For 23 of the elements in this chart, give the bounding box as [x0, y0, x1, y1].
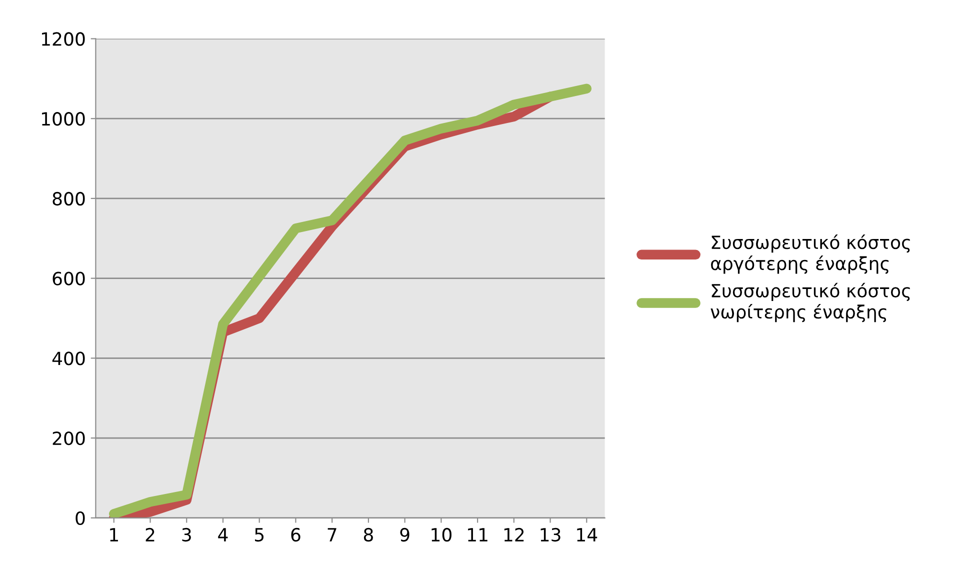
x-tick-label: 2 [146, 528, 154, 542]
y-tick-label: 1200 [42, 32, 85, 46]
x-tick-label: 5 [254, 528, 264, 542]
x-tick-label: 13 [540, 528, 560, 542]
y-tick-label: 200 [52, 431, 85, 446]
y-tick-label: 0 [76, 511, 85, 526]
legend-label: Συσσωρευτικό κόστος νωρίτερης έναρξης [710, 282, 910, 322]
x-tick-label: 4 [218, 528, 228, 542]
x-tick-label: 1 [110, 528, 118, 542]
x-tick-label: 11 [468, 528, 488, 542]
y-tick-label: 600 [52, 272, 85, 286]
x-tick-label: 12 [504, 528, 524, 542]
x-tick-label: 10 [432, 528, 452, 542]
legend-label: Συσσωρευτικό κόστος αργότερης έναρξης [711, 234, 910, 274]
x-tick-label: 8 [364, 528, 373, 542]
x-tick-label: 9 [400, 528, 410, 542]
y-tick-label: 800 [52, 192, 85, 206]
y-tick-label: 1000 [42, 112, 85, 126]
x-tick-label: 3 [182, 528, 191, 542]
x-tick-label: 14 [577, 528, 598, 542]
x-tick-label: 7 [328, 528, 336, 542]
x-tick-label: 6 [291, 528, 300, 542]
y-tick-label: 400 [52, 352, 85, 366]
